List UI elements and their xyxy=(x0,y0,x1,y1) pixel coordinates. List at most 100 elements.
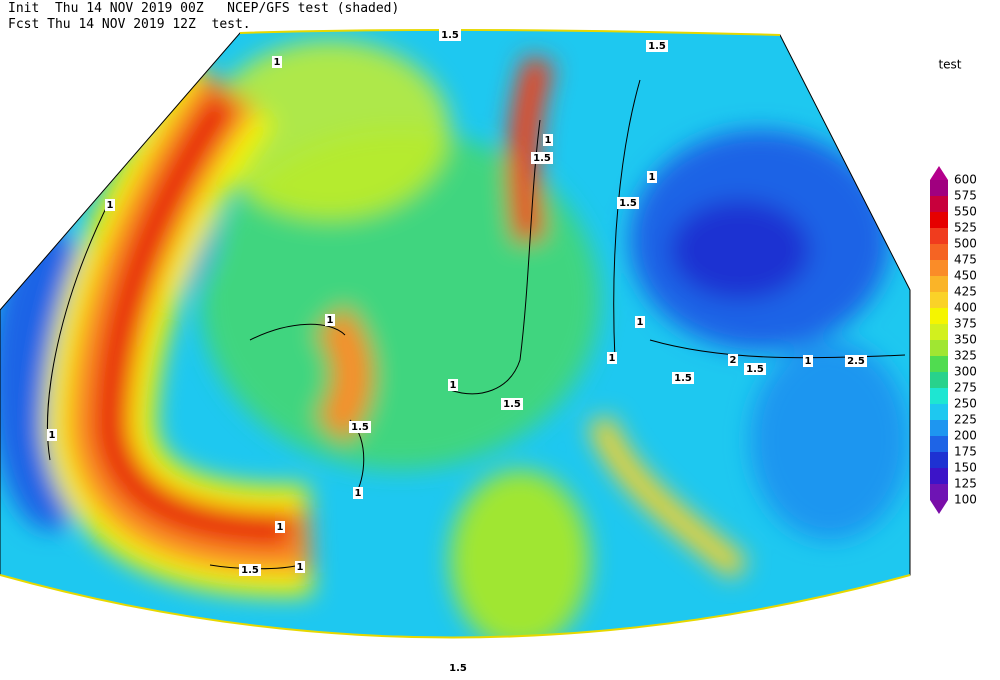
colorbar-box xyxy=(930,388,948,404)
colorbar-box xyxy=(930,420,948,436)
colorbar-label: 200 xyxy=(954,429,977,443)
colorbar-box xyxy=(930,324,948,340)
contour-label: 1.5 xyxy=(619,198,637,209)
colorbar-box xyxy=(930,276,948,292)
colorbar-box xyxy=(930,308,948,324)
contour-label-box xyxy=(295,561,305,573)
contour-label: 1 xyxy=(107,200,114,211)
contour-label-box xyxy=(325,314,335,326)
colorbar-box xyxy=(930,468,948,484)
colorbar-label: 150 xyxy=(954,461,977,475)
contour-label: 1.5 xyxy=(648,41,666,52)
contour-label: 1.5 xyxy=(441,30,459,41)
contour-label: 1 xyxy=(274,57,281,68)
contour-label-box xyxy=(672,372,694,384)
colorbar-box xyxy=(930,372,948,388)
colorbar-label: 525 xyxy=(954,221,977,235)
contour-label-box xyxy=(349,421,371,433)
contour-label: 1 xyxy=(297,562,304,573)
colorbar-box xyxy=(930,228,948,244)
contour-label-box xyxy=(275,521,285,533)
contour-label: 1 xyxy=(49,430,56,441)
contour-label: 1 xyxy=(277,522,284,533)
colorbar-label: 275 xyxy=(954,381,977,395)
contour-label: 1.5 xyxy=(533,153,551,164)
contour-label-box xyxy=(803,355,813,367)
colorbar-box xyxy=(930,212,948,228)
contour-label: 2.5 xyxy=(847,356,865,367)
colorbar-label: 450 xyxy=(954,269,977,283)
contour-label-box xyxy=(845,355,867,367)
contour-label-box xyxy=(543,134,553,146)
colorbar-label: 350 xyxy=(954,333,977,347)
contour-label-box xyxy=(607,352,617,364)
contour-label: 1 xyxy=(649,172,656,183)
contour-label-box xyxy=(744,363,766,375)
contour-label-box xyxy=(646,40,668,52)
contour-label: 1 xyxy=(637,317,644,328)
contour-label-box xyxy=(439,29,461,41)
colorbar-label: 125 xyxy=(954,477,977,491)
contour-label-box xyxy=(47,429,57,441)
contour-label-box xyxy=(501,398,523,410)
colorbar-box xyxy=(930,484,948,500)
contour-label: 1 xyxy=(609,353,616,364)
colorbar-label: 600 xyxy=(954,173,977,187)
contour-label-box xyxy=(239,564,261,576)
colorbar-box xyxy=(930,244,948,260)
colorbar-box xyxy=(930,292,948,308)
contour-label: 1.5 xyxy=(241,565,259,576)
contour-labels: 1.5 1 1.5 1 1 1 1.5 1 1 1.5 1 1 1.5 1 1.5 2 1.5 1 2.5 1.5 1 1… xyxy=(47,29,867,674)
contour-label: 1.5 xyxy=(503,399,521,410)
contour-label-box xyxy=(531,152,553,164)
contour-label: 1 xyxy=(545,135,552,146)
header-init: Init Thu 14 NOV 2019 00Z NCEP/GFS test (… xyxy=(8,1,399,16)
colorbar-label: 475 xyxy=(954,253,977,267)
colorbar-box xyxy=(930,452,948,468)
contour-label-box xyxy=(353,487,363,499)
colorbar-box xyxy=(930,260,948,276)
contour-label: 2 xyxy=(730,355,737,366)
contour-label-box xyxy=(635,316,645,328)
contour-label: 1 xyxy=(805,356,812,367)
contour-label-box xyxy=(272,56,282,68)
colorbar: 100 125 150 175 200 225 250 275 300 325 350 375 400 4… xyxy=(930,166,977,514)
header-fcst: Fcst Thu 14 NOV 2019 12Z test. xyxy=(8,17,251,32)
contour-label-box xyxy=(448,379,458,391)
colorbar-arrow-high xyxy=(930,166,948,180)
colorbar-box xyxy=(930,404,948,420)
contour-label-box xyxy=(647,171,657,183)
colorbar-label: 300 xyxy=(954,365,977,379)
colorbar-box xyxy=(930,436,948,452)
legend-title: test xyxy=(938,58,961,72)
colorbar-arrow-low xyxy=(930,500,948,514)
contour-label: 1.5 xyxy=(351,422,369,433)
colorbar-label: 100 xyxy=(954,493,977,507)
colorbar-box xyxy=(930,196,948,212)
contour-label: 1 xyxy=(450,380,457,391)
contour-label: 1.5 xyxy=(449,663,467,674)
colorbar-label: 550 xyxy=(954,205,977,219)
contour-label-box xyxy=(105,199,115,211)
contour-label: 1.5 xyxy=(674,373,692,384)
contour-label: 1.5 xyxy=(746,364,764,375)
contour-label-box xyxy=(447,662,469,674)
map-field xyxy=(0,29,910,638)
colorbar-label: 225 xyxy=(954,413,977,427)
colorbar-label: 175 xyxy=(954,445,977,459)
colorbar-label: 425 xyxy=(954,285,977,299)
contour-label: 1 xyxy=(327,315,334,326)
colorbar-label: 575 xyxy=(954,189,977,203)
colorbar-label: 500 xyxy=(954,237,977,251)
colorbar-box xyxy=(930,180,948,196)
colorbar-label: 325 xyxy=(954,349,977,363)
contour-label: 1 xyxy=(355,488,362,499)
colorbar-box xyxy=(930,340,948,356)
colorbar-box xyxy=(930,356,948,372)
colorbar-label: 400 xyxy=(954,301,977,315)
contour-label-box xyxy=(617,197,639,209)
colorbar-label: 375 xyxy=(954,317,977,331)
colorbar-label: 250 xyxy=(954,397,977,411)
contour-label-box xyxy=(728,354,738,366)
